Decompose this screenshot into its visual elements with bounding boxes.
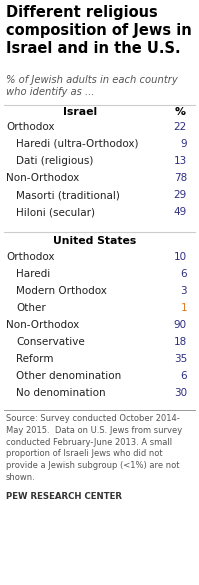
Text: Source: Survey conducted October 2014-
May 2015.  Data on U.S. Jews from survey
: Source: Survey conducted October 2014- M…	[6, 414, 182, 482]
Text: % of Jewish adults in each country
who identify as ...: % of Jewish adults in each country who i…	[6, 75, 178, 97]
Text: 13: 13	[174, 156, 187, 166]
Text: Other denomination: Other denomination	[16, 371, 121, 381]
Text: PEW RESEARCH CENTER: PEW RESEARCH CENTER	[6, 492, 122, 501]
Text: Haredi: Haredi	[16, 269, 50, 279]
Text: 9: 9	[180, 139, 187, 149]
Text: Different religious
composition of Jews in
Israel and in the U.S.: Different religious composition of Jews …	[6, 5, 192, 56]
Text: Masorti (traditional): Masorti (traditional)	[16, 190, 120, 200]
Text: 18: 18	[174, 337, 187, 347]
Text: 35: 35	[174, 354, 187, 364]
Text: United States: United States	[53, 236, 137, 246]
Text: 3: 3	[180, 286, 187, 296]
Text: Orthodox: Orthodox	[6, 252, 55, 262]
Text: 22: 22	[174, 122, 187, 132]
Text: Conservative: Conservative	[16, 337, 85, 347]
Text: 49: 49	[174, 207, 187, 217]
Text: Non-Orthodox: Non-Orthodox	[6, 320, 79, 330]
Text: Non-Orthodox: Non-Orthodox	[6, 173, 79, 183]
Text: Hiloni (secular): Hiloni (secular)	[16, 207, 95, 217]
Text: 30: 30	[174, 388, 187, 398]
Text: Modern Orthodox: Modern Orthodox	[16, 286, 107, 296]
Text: Haredi (ultra-Orthodox): Haredi (ultra-Orthodox)	[16, 139, 139, 149]
Text: 10: 10	[174, 252, 187, 262]
Text: No denomination: No denomination	[16, 388, 106, 398]
Text: Dati (religious): Dati (religious)	[16, 156, 93, 166]
Text: 78: 78	[174, 173, 187, 183]
Text: Reform: Reform	[16, 354, 54, 364]
Text: Israel: Israel	[63, 107, 97, 117]
Text: 6: 6	[180, 371, 187, 381]
Text: Orthodox: Orthodox	[6, 122, 55, 132]
Text: 1: 1	[180, 303, 187, 313]
Text: Other: Other	[16, 303, 46, 313]
Text: 29: 29	[174, 190, 187, 200]
Text: %: %	[175, 107, 186, 117]
Text: 6: 6	[180, 269, 187, 279]
Text: 90: 90	[174, 320, 187, 330]
